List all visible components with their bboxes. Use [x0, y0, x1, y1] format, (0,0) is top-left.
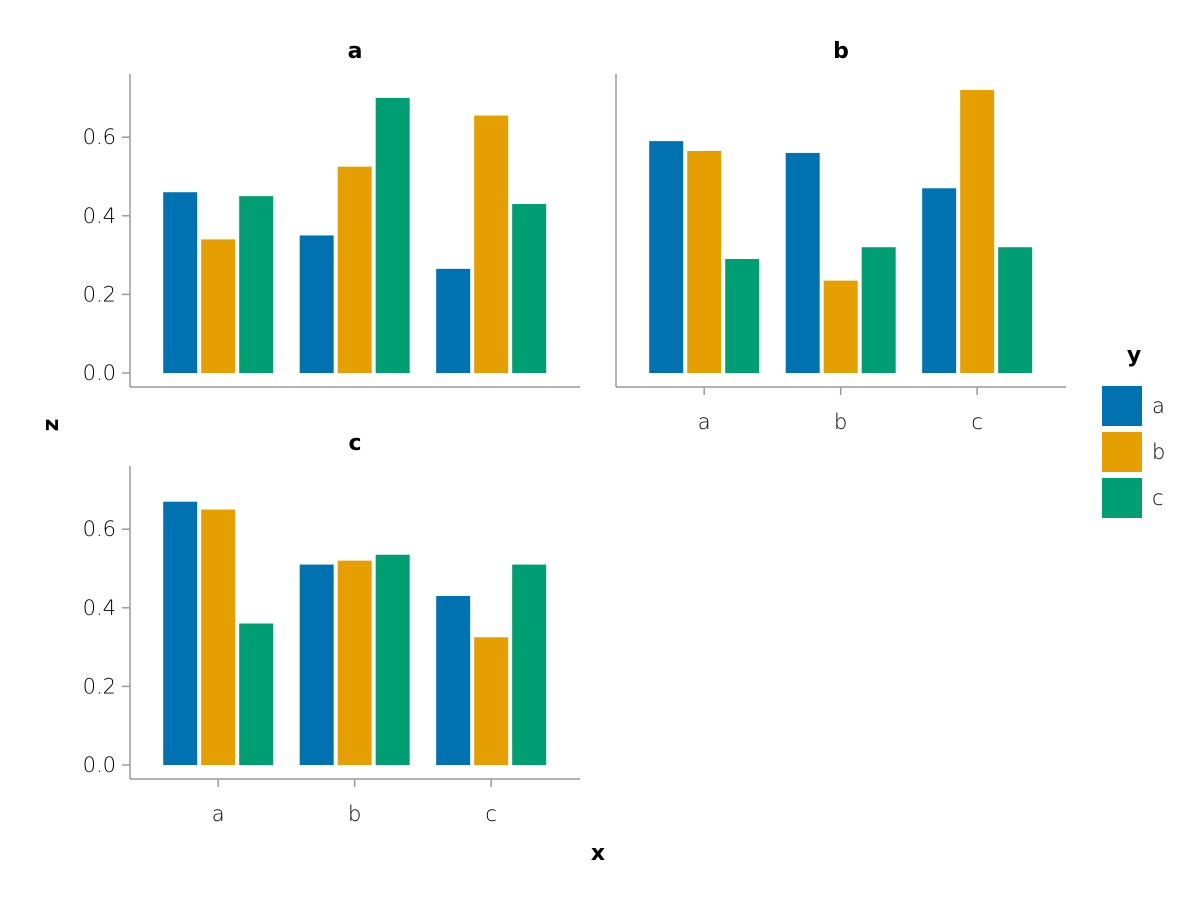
legend: y abc: [1102, 343, 1165, 518]
facet-b: b a b c: [615, 39, 1066, 434]
bar-c-c-a: [436, 596, 471, 765]
x-tick-label: c: [485, 802, 497, 826]
bar-b-c-a: [922, 188, 957, 373]
bar-b-b-b: [823, 280, 858, 373]
y-tick-label: 0.0: [83, 361, 116, 385]
y-tick-label: 0.6: [83, 517, 116, 541]
legend-label-a: a: [1152, 394, 1165, 418]
bar-a-a-a: [163, 192, 198, 373]
bar-c-b-a: [299, 564, 334, 765]
bar-a-a-c: [239, 196, 274, 373]
bar-b-c-c: [998, 247, 1033, 373]
bar-b-a-a: [649, 141, 684, 373]
bar-c-a-a: [163, 501, 198, 765]
x-tick-label: a: [212, 802, 225, 826]
facet-title: c: [348, 431, 361, 456]
legend-label-c: c: [1152, 486, 1164, 510]
bar-b-a-b: [687, 150, 722, 373]
legend-swatch-c: [1102, 478, 1142, 518]
bar-b-b-c: [861, 247, 896, 373]
bar-a-b-c: [375, 97, 410, 374]
bar-a-c-a: [436, 268, 471, 373]
y-axis-title: z: [39, 419, 64, 432]
legend-swatch-a: [1102, 386, 1142, 426]
facet-a: a 0.0 0.2 0.4 0.6: [83, 39, 580, 388]
y-tick-label: 0.6: [83, 125, 116, 149]
x-tick-label: b: [834, 410, 847, 434]
legend-label-b: b: [1152, 440, 1165, 464]
bar-a-b-a: [299, 235, 334, 373]
bar-a-b-b: [337, 166, 372, 373]
y-tick-label: 0.2: [83, 282, 116, 306]
facets-group: a 0.0 0.2 0.4 0.6 b a b c c 0.0 0.2 0.4 0.6 a b c: [83, 39, 1066, 826]
bar-c-b-b: [337, 560, 372, 765]
bar-c-b-c: [375, 554, 410, 765]
bar-c-c-c: [512, 564, 547, 765]
x-axis-title: x: [591, 841, 605, 866]
facet-title: a: [348, 39, 363, 64]
x-tick-label: a: [698, 410, 711, 434]
bar-c-a-b: [201, 509, 236, 765]
legend-swatch-b: [1102, 432, 1142, 472]
bar-a-c-b: [474, 115, 509, 374]
y-tick-label: 0.4: [83, 204, 116, 228]
x-tick-label: b: [348, 802, 361, 826]
bar-b-a-c: [725, 259, 760, 373]
x-tick-label: c: [971, 410, 983, 434]
legend-title: y: [1127, 343, 1141, 368]
bar-c-a-c: [239, 623, 274, 765]
bar-a-a-b: [201, 239, 236, 373]
facet-c: c 0.0 0.2 0.4 0.6 a b c: [83, 431, 580, 826]
y-tick-label: 0.0: [83, 753, 116, 777]
y-tick-label: 0.2: [83, 674, 116, 698]
y-tick-label: 0.4: [83, 596, 116, 620]
bar-b-b-a: [785, 152, 820, 373]
bar-c-c-b: [474, 637, 509, 765]
bar-b-c-b: [960, 90, 995, 373]
bar-a-c-c: [512, 204, 547, 373]
facet-title: b: [833, 39, 849, 64]
